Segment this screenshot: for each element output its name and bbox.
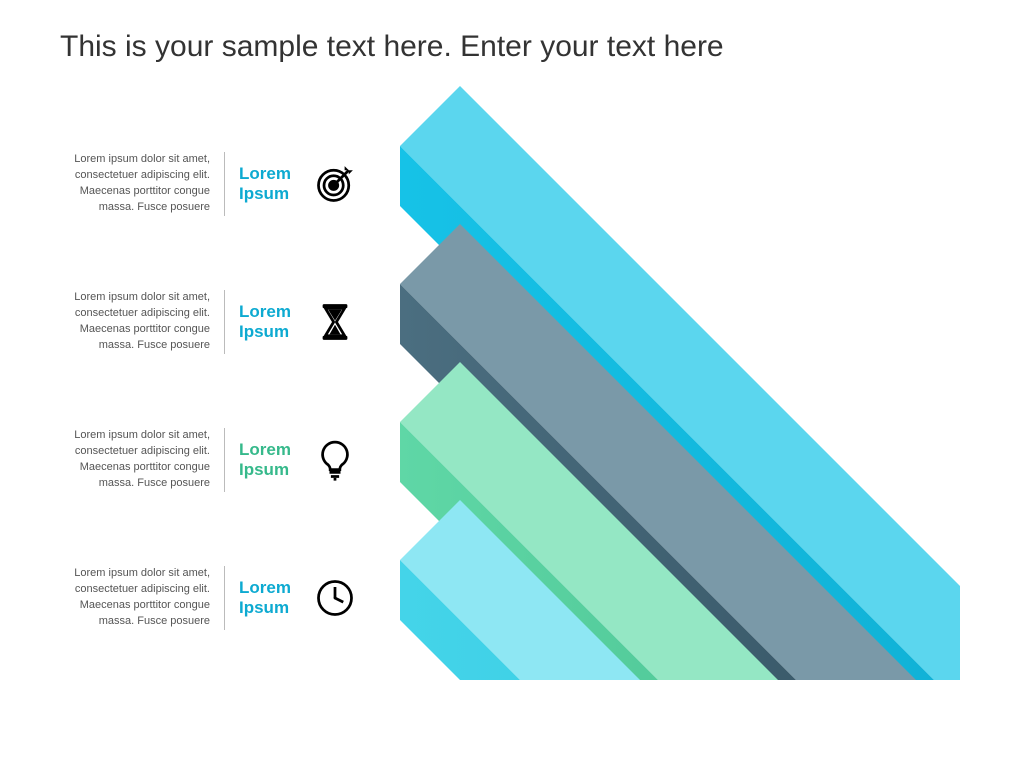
row-label-line2: Ipsum: [239, 322, 307, 342]
row-description: Lorem ipsum dolor sit amet, consectetuer…: [50, 152, 225, 216]
row-label-line1: Lorem: [239, 164, 307, 184]
row-label: LoremIpsum: [225, 578, 307, 617]
row-label-line1: Lorem: [239, 302, 307, 322]
row-label: LoremIpsum: [225, 164, 307, 203]
info-row-1: Lorem ipsum dolor sit amet, consectetuer…: [50, 290, 380, 354]
bulb-icon: [307, 438, 363, 482]
row-description: Lorem ipsum dolor sit amet, consectetuer…: [50, 290, 225, 354]
hourglass-icon: [307, 300, 363, 344]
row-description: Lorem ipsum dolor sit amet, consectetuer…: [50, 566, 225, 630]
row-label: LoremIpsum: [225, 302, 307, 341]
row-description: Lorem ipsum dolor sit amet, consectetuer…: [50, 428, 225, 492]
slide: This is your sample text here. Enter you…: [0, 0, 1024, 768]
target-icon: [307, 162, 363, 206]
info-row-3: Lorem ipsum dolor sit amet, consectetuer…: [50, 566, 380, 630]
row-label-line2: Ipsum: [239, 184, 307, 204]
info-row-2: Lorem ipsum dolor sit amet, consectetuer…: [50, 428, 380, 492]
clock-icon: [307, 576, 363, 620]
row-label: LoremIpsum: [225, 440, 307, 479]
row-label-line1: Lorem: [239, 578, 307, 598]
bars-graphic: [0, 0, 1024, 768]
row-label-line2: Ipsum: [239, 460, 307, 480]
info-row-0: Lorem ipsum dolor sit amet, consectetuer…: [50, 152, 380, 216]
row-label-line2: Ipsum: [239, 598, 307, 618]
row-label-line1: Lorem: [239, 440, 307, 460]
